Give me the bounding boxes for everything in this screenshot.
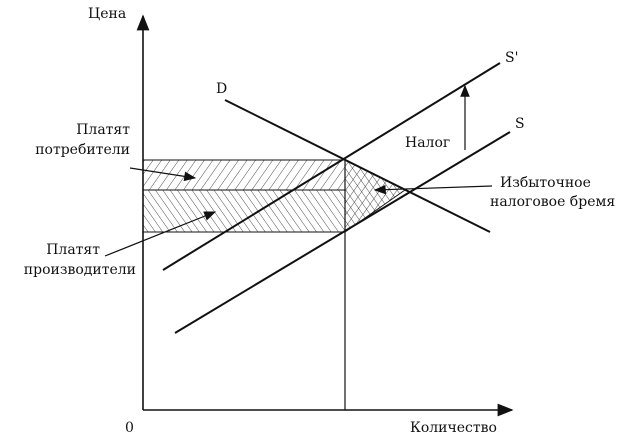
producers-pointer	[104, 211, 217, 257]
consumers-pointer	[129, 167, 197, 182]
deadweight-label: налоговое бремя	[490, 194, 615, 210]
demand-curve	[224, 99, 491, 233]
consumers-label: потребители	[35, 142, 130, 158]
axes	[136, 14, 514, 417]
tax-label: Налог	[405, 135, 450, 151]
consumers-label: Платят	[76, 122, 130, 138]
producers-label: производители	[24, 262, 136, 278]
origin-label: 0	[125, 420, 134, 436]
deadweight-pointer	[373, 184, 493, 195]
curve-label: S	[515, 116, 525, 132]
deadweight-label: Избыточное	[500, 175, 591, 191]
supply-tax-curve	[162, 62, 501, 271]
x-axis-label: Количество	[410, 420, 497, 436]
deadweight-area-cross	[344, 159, 406, 233]
y-axis-label: Цена	[88, 6, 126, 22]
curve-label: S'	[505, 50, 518, 66]
curve-label: D	[216, 81, 227, 97]
producers-label: Платят	[46, 242, 100, 258]
producer-burden	[142, 189, 346, 233]
areas	[142, 159, 406, 233]
supply-curve	[174, 131, 511, 334]
